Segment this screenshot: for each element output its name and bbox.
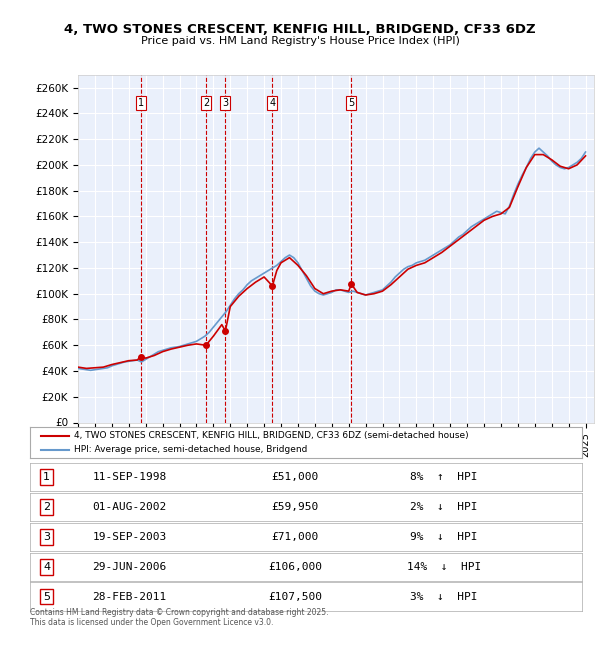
Text: £59,950: £59,950 bbox=[271, 502, 319, 512]
Text: £71,000: £71,000 bbox=[271, 532, 319, 542]
Text: £51,000: £51,000 bbox=[271, 472, 319, 482]
Text: 5: 5 bbox=[43, 592, 50, 602]
Text: 2%  ↓  HPI: 2% ↓ HPI bbox=[410, 502, 478, 512]
Text: 3: 3 bbox=[222, 98, 229, 108]
Text: 9%  ↓  HPI: 9% ↓ HPI bbox=[410, 532, 478, 542]
Text: Price paid vs. HM Land Registry's House Price Index (HPI): Price paid vs. HM Land Registry's House … bbox=[140, 36, 460, 46]
Text: 1: 1 bbox=[43, 472, 50, 482]
Text: 3%  ↓  HPI: 3% ↓ HPI bbox=[410, 592, 478, 602]
Text: 8%  ↑  HPI: 8% ↑ HPI bbox=[410, 472, 478, 482]
Text: 5: 5 bbox=[348, 98, 355, 108]
Text: 3: 3 bbox=[43, 532, 50, 542]
Text: Contains HM Land Registry data © Crown copyright and database right 2025.
This d: Contains HM Land Registry data © Crown c… bbox=[30, 608, 329, 627]
Text: HPI: Average price, semi-detached house, Bridgend: HPI: Average price, semi-detached house,… bbox=[74, 445, 308, 454]
Text: 4: 4 bbox=[269, 98, 275, 108]
Text: 14%  ↓  HPI: 14% ↓ HPI bbox=[407, 562, 481, 572]
Text: 28-FEB-2011: 28-FEB-2011 bbox=[92, 592, 166, 602]
Text: 01-AUG-2002: 01-AUG-2002 bbox=[92, 502, 166, 512]
Text: 4, TWO STONES CRESCENT, KENFIG HILL, BRIDGEND, CF33 6DZ: 4, TWO STONES CRESCENT, KENFIG HILL, BRI… bbox=[64, 23, 536, 36]
Text: 1: 1 bbox=[137, 98, 143, 108]
Text: 11-SEP-1998: 11-SEP-1998 bbox=[92, 472, 166, 482]
Text: 19-SEP-2003: 19-SEP-2003 bbox=[92, 532, 166, 542]
Text: 29-JUN-2006: 29-JUN-2006 bbox=[92, 562, 166, 572]
Text: 2: 2 bbox=[43, 502, 50, 512]
Text: 4: 4 bbox=[43, 562, 50, 572]
Text: £107,500: £107,500 bbox=[268, 592, 322, 602]
Text: 4, TWO STONES CRESCENT, KENFIG HILL, BRIDGEND, CF33 6DZ (semi-detached house): 4, TWO STONES CRESCENT, KENFIG HILL, BRI… bbox=[74, 432, 469, 440]
Text: £106,000: £106,000 bbox=[268, 562, 322, 572]
Text: 2: 2 bbox=[203, 98, 209, 108]
